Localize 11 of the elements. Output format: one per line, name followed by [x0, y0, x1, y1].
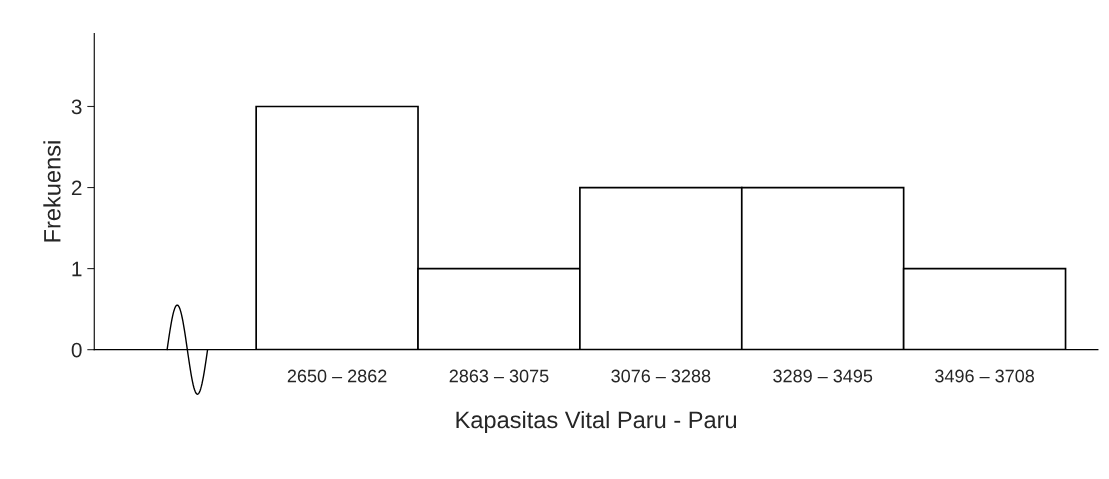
y-tick-label: 0 — [71, 342, 82, 358]
x-tick-label: 3076 – 3288 — [611, 369, 711, 383]
x-tick-label: 3289 – 3495 — [773, 369, 873, 383]
x-tick-label: 2863 – 3075 — [449, 369, 549, 383]
y-tick-label: 2 — [71, 180, 82, 196]
y-tick-label: 3 — [71, 99, 82, 115]
y-tick-label: 1 — [72, 261, 82, 277]
x-tick-label: 3496 – 3708 — [935, 369, 1035, 383]
y-axis-title: Frekuensi — [43, 141, 61, 242]
x-tick-label: 2650 – 2862 — [287, 369, 387, 383]
x-axis-title: Kapasitas Vital Paru - Paru — [456, 410, 737, 433]
